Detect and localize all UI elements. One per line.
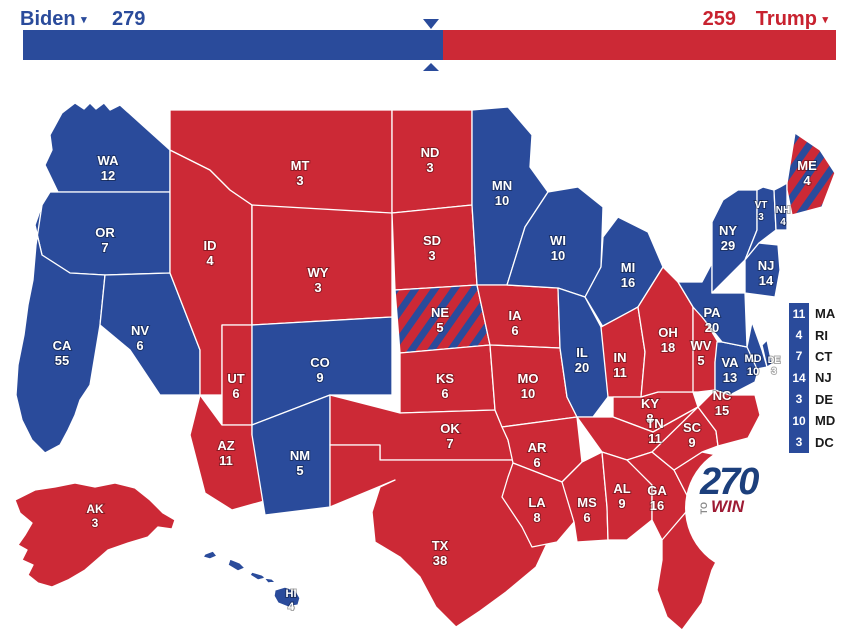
svg-text:MN: MN [492,178,512,193]
svg-text:NC: NC [713,388,732,403]
svg-text:6: 6 [511,323,518,338]
svg-text:PA: PA [703,305,721,320]
svg-text:ID: ID [204,238,217,253]
svg-text:KY: KY [641,396,659,411]
svg-text:WI: WI [550,233,566,248]
svg-text:7: 7 [446,436,453,451]
svg-text:11: 11 [648,431,662,446]
svg-text:10: 10 [551,248,565,263]
svg-text:38: 38 [433,553,447,568]
svg-text:OH: OH [658,325,678,340]
svg-text:TX: TX [432,538,449,553]
svg-text:3: 3 [92,516,99,530]
svg-text:20: 20 [705,320,719,335]
svg-text:3: 3 [771,366,776,376]
svg-text:8: 8 [533,510,540,525]
svg-text:16: 16 [650,498,664,513]
svg-text:3: 3 [428,248,435,263]
svg-text:MI: MI [621,260,635,275]
svg-text:4: 4 [780,217,786,228]
svg-text:20: 20 [575,360,589,375]
svg-text:AL: AL [613,481,630,496]
svg-text:GA: GA [647,483,667,498]
svg-text:HI: HI [286,588,297,600]
svg-text:ND: ND [421,145,440,160]
svg-text:NJ: NJ [758,258,775,273]
svg-text:IL: IL [576,345,588,360]
svg-text:MT: MT [291,158,310,173]
svg-text:5: 5 [697,353,704,368]
svg-text:OK: OK [440,421,460,436]
svg-text:NM: NM [290,448,310,463]
svg-text:10: 10 [495,193,509,208]
svg-text:VT: VT [755,200,768,211]
svg-text:6: 6 [533,455,540,470]
svg-text:WV: WV [691,338,712,353]
svg-text:13: 13 [723,370,737,385]
svg-text:WA: WA [98,153,120,168]
svg-text:NV: NV [131,323,149,338]
svg-text:15: 15 [715,403,729,418]
svg-text:3: 3 [426,160,433,175]
svg-text:11: 11 [219,453,233,468]
svg-text:SC: SC [683,420,702,435]
svg-text:NE: NE [431,305,449,320]
svg-text:16: 16 [621,275,635,290]
svg-text:MD: MD [744,353,761,365]
svg-text:55: 55 [55,353,69,368]
svg-text:IN: IN [614,350,627,365]
svg-text:AK: AK [86,502,104,516]
svg-text:IA: IA [509,308,523,323]
svg-text:4: 4 [288,601,295,613]
svg-text:4: 4 [803,173,811,188]
svg-text:18: 18 [661,340,675,355]
svg-text:4: 4 [206,253,214,268]
svg-text:SD: SD [423,233,441,248]
svg-text:UT: UT [227,371,244,386]
svg-text:14: 14 [759,273,774,288]
svg-text:6: 6 [136,338,143,353]
svg-text:WY: WY [308,265,329,280]
svg-text:MO: MO [518,371,539,386]
svg-text:29: 29 [721,238,735,253]
svg-text:OR: OR [95,225,115,240]
svg-text:3: 3 [758,212,764,223]
svg-text:NH: NH [776,205,790,216]
svg-text:11: 11 [613,365,627,380]
svg-text:DE: DE [768,355,781,365]
svg-text:NY: NY [719,223,737,238]
svg-text:12: 12 [101,168,115,183]
svg-text:9: 9 [316,370,323,385]
svg-text:AR: AR [528,440,547,455]
svg-text:MS: MS [577,495,597,510]
svg-text:5: 5 [296,463,303,478]
svg-text:CA: CA [53,338,72,353]
svg-text:AZ: AZ [217,438,234,453]
svg-text:6: 6 [232,386,239,401]
svg-text:ME: ME [797,158,817,173]
svg-text:10: 10 [747,366,759,378]
svg-text:VA: VA [721,355,739,370]
svg-text:6: 6 [583,510,590,525]
svg-text:LA: LA [528,495,546,510]
svg-text:7: 7 [101,240,108,255]
svg-text:3: 3 [314,280,321,295]
svg-text:TN: TN [646,416,663,431]
svg-text:3: 3 [296,173,303,188]
svg-text:6: 6 [441,386,448,401]
svg-text:9: 9 [618,496,625,511]
svg-text:CO: CO [310,355,330,370]
svg-text:10: 10 [521,386,535,401]
svg-text:KS: KS [436,371,454,386]
svg-text:5: 5 [436,320,443,335]
svg-text:9: 9 [688,435,695,450]
